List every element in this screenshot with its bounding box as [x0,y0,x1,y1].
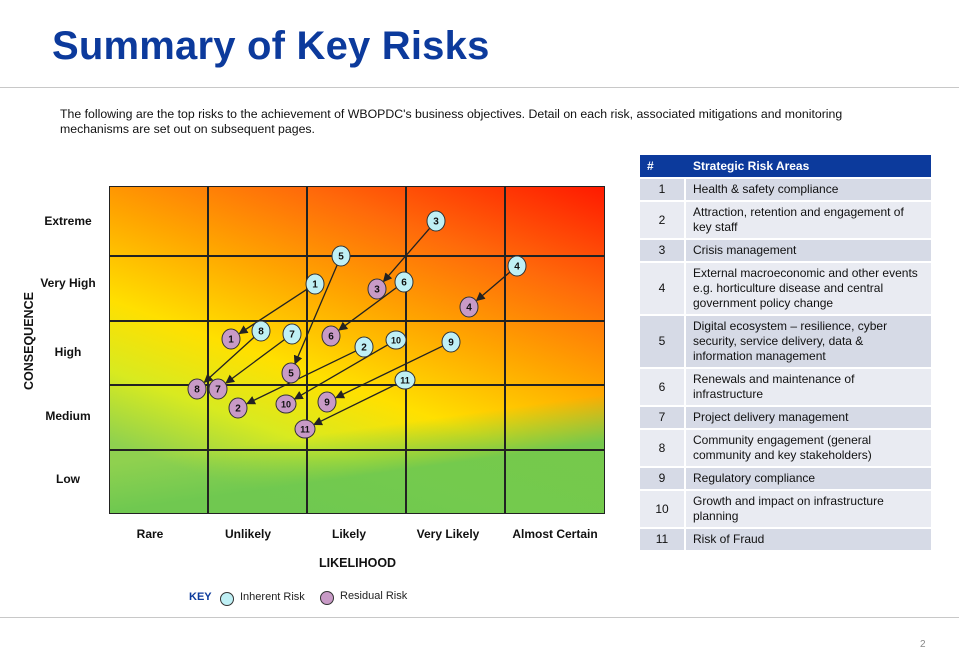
inherent-risk-legend-icon [220,592,234,606]
table-header-row: # Strategic Risk Areas [640,155,931,177]
consequence-label-low: Low [56,472,80,486]
risk-area: Growth and impact on infrastructure plan… [686,491,931,527]
grid-line [207,187,209,513]
key-title: KEY [189,591,212,603]
risk-area: Risk of Fraud [686,529,931,550]
header-divider [0,87,959,88]
risk-number: 10 [640,491,686,527]
table-header-number: # [640,155,686,177]
risk-area: Attraction, retention and engagement of … [686,202,931,238]
consequence-label-extreme: Extreme [44,214,92,228]
risk-number: 1 [640,179,686,200]
likelihood-label-unlikely: Unlikely [224,527,272,541]
grid-line [306,187,308,513]
consequence-label-very-high: Very High [40,276,96,290]
risk-number: 2 [640,202,686,238]
grid-line [110,449,604,451]
table-row: 1 Health & safety compliance [640,179,931,200]
risk-area: External macroeconomic and other events … [686,263,931,314]
risk-area: Regulatory compliance [686,468,931,489]
likelihood-label-very-likely: Very Likely [416,527,480,541]
x-axis-title: LIKELIHOOD [319,556,397,570]
risk-number: 6 [640,369,686,405]
inherent-risk-legend-label: Inherent Risk [240,591,305,603]
residual-risk-legend-label: Residual Risk [340,590,408,602]
page-title: Summary of Key Risks [52,24,490,68]
risk-area: Project delivery management [686,407,931,428]
intro-text: The following are the top risks to the a… [60,107,843,136]
risk-number: 11 [640,529,686,550]
risk-area: Crisis management [686,240,931,261]
risk-number: 7 [640,407,686,428]
risk-number: 9 [640,468,686,489]
risk-area: Renewals and maintenance of infrastructu… [686,369,931,405]
risk-number: 3 [640,240,686,261]
table-row: 8 Community engagement (general community… [640,430,931,466]
risk-area: Community engagement (general community … [686,430,931,466]
risk-number: 4 [640,263,686,314]
likelihood-label-likely: Likely [331,527,367,541]
grid-line [110,320,604,322]
table-row: 11 Risk of Fraud [640,529,931,550]
table-row: 4 External macroeconomic and other events… [640,263,931,314]
table-row: 7 Project delivery management [640,407,931,428]
strategic-risk-table: # Strategic Risk Areas 1 Health & safety … [640,153,931,552]
risk-heat-map [109,186,605,514]
risk-number: 5 [640,316,686,367]
table-row: 6 Renewals and maintenance of infrastruct… [640,369,931,405]
risk-number: 8 [640,430,686,466]
consequence-label-medium: Medium [45,409,91,423]
likelihood-label-rare: Rare [136,527,164,541]
grid-line [504,187,506,513]
y-axis-title: CONSEQUENCE [22,292,36,390]
likelihood-label-almost-certain: Almost Certain [512,527,598,541]
table-row: 9 Regulatory compliance [640,468,931,489]
table-row: 5 Digital ecosystem – resilience, cyber s… [640,316,931,367]
table-header-area: Strategic Risk Areas [686,155,931,177]
table-row: 10 Growth and impact on infrastructure pl… [640,491,931,527]
table-row: 3 Crisis management [640,240,931,261]
page-number: 2 [920,639,926,650]
residual-risk-legend-icon [320,591,334,605]
grid-line [110,384,604,386]
consequence-label-high: High [54,345,82,359]
grid-line [110,255,604,257]
table-row: 2 Attraction, retention and engagement of… [640,202,931,238]
risk-area: Digital ecosystem – resilience, cyber se… [686,316,931,367]
grid-line [405,187,407,513]
risk-area: Health & safety compliance [686,179,931,200]
footer-divider [0,617,959,618]
